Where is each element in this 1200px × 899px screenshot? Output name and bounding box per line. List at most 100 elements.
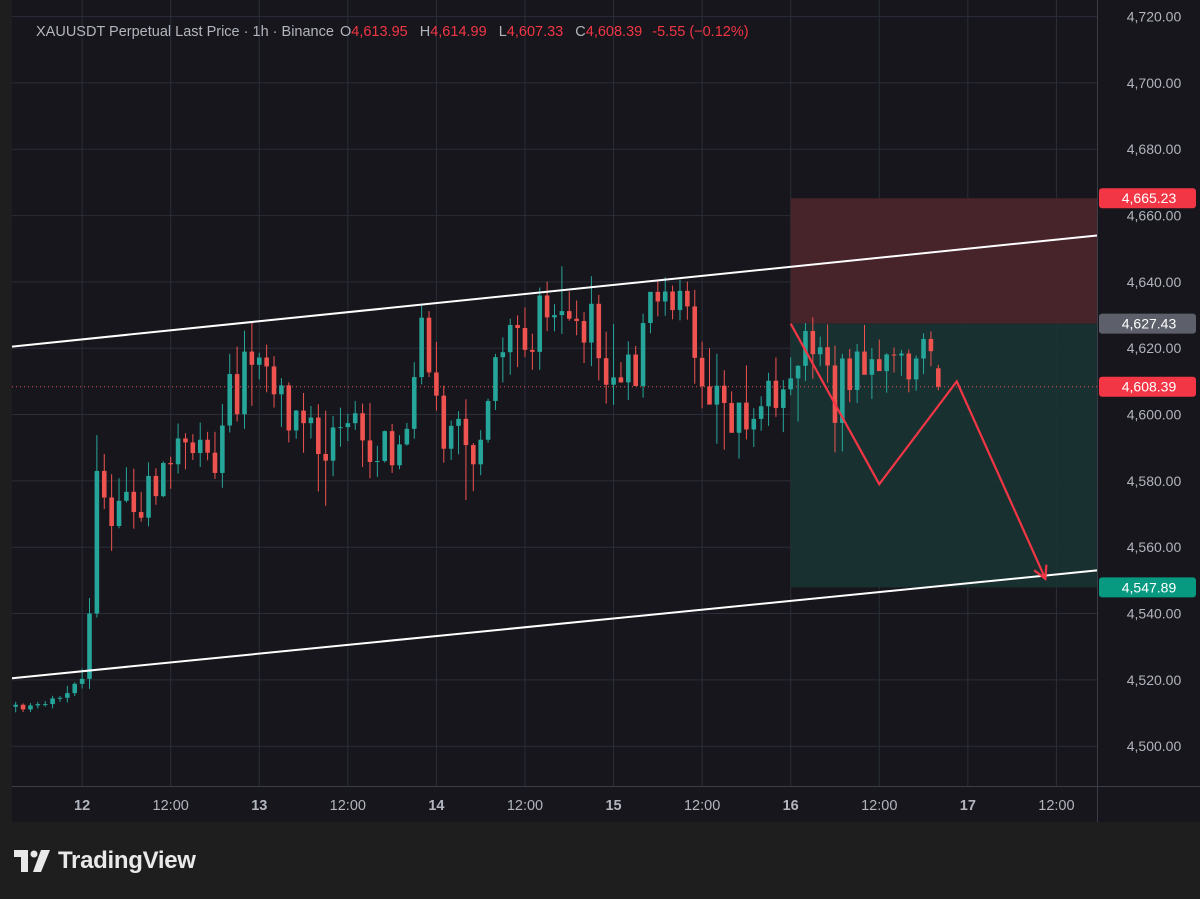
candle-body [146,475,151,518]
position-zones [12,198,1097,588]
legend-high: 4,614.99 [430,24,487,40]
candle-body [781,389,786,408]
candle-body [662,291,668,302]
legend-high-key: H [419,24,431,40]
price-tag-stop [1099,188,1196,209]
chart-canvas[interactable]: 4,500.00 4,520.00 4,540.00 4,560.00 4,580.00… [12,0,1200,822]
candle-body [825,347,830,366]
tradingview-branding[interactable]: TradingView [14,846,196,876]
candle-body [389,431,395,466]
candle-body [338,427,343,429]
y-tick-label: 4,620.00 [1127,340,1182,356]
axes: 4,500.00 4,520.00 4,540.00 4,560.00 4,580.00… [12,0,1200,822]
y-tick-label: 4,540.00 [1127,606,1182,622]
candle-body [500,352,506,358]
candle-body [869,359,875,375]
candle-body [13,704,18,707]
x-tick-label: 12:00 [684,798,720,814]
candle-body [478,439,483,465]
candle-body [574,318,579,322]
candle-body [936,368,941,387]
candle-body [744,402,749,430]
candle-body [928,338,934,352]
candle-body [552,315,557,318]
candle-body [138,512,144,518]
candle-body [434,372,439,396]
candle-body [330,427,336,461]
x-tick-label: 12:00 [1038,798,1074,814]
candle-body [375,460,380,462]
candle-body [220,425,225,473]
candle-body [360,413,365,441]
candle-body [279,385,284,395]
candle-body [20,704,26,710]
y-tick-label: 4,660.00 [1127,208,1182,224]
price-tag-entry [1099,313,1196,334]
candle-body [419,317,424,378]
candle-body [234,374,240,415]
candle-body [721,385,727,403]
candle-body [611,377,616,385]
y-tick-label: 4,560.00 [1127,539,1182,555]
candle-body [35,704,41,706]
candle-body [227,374,233,426]
candle-body [301,410,306,424]
x-tick-label: 16 [783,798,799,814]
channel-upper-line [12,234,1098,348]
symbol-legend: XAUUSDT Perpetual Last Price · 1h · Bina… [36,24,749,40]
candle-body [751,418,757,430]
legend-change: -5.55 (−0.12%) [652,24,749,40]
candle-body [559,311,565,316]
candle-body [537,295,543,352]
candle-body [692,306,698,358]
candle-body [685,290,690,307]
candle-body [566,311,572,319]
candle-body [847,358,853,391]
candle-body [308,417,314,424]
candle-body [463,418,469,446]
candle-body [28,705,33,710]
y-tick-label: 4,680.00 [1127,141,1182,157]
candle-body [544,295,550,318]
candle-body [899,353,904,356]
grid [12,0,1097,786]
x-tick-label: 12:00 [861,798,897,814]
y-tick-label: 4,520.00 [1127,672,1182,688]
candle-body [906,353,912,380]
candle-body [766,380,771,407]
candle-body [655,291,661,302]
x-tick-label: 14 [428,798,444,814]
candle-body [515,325,520,328]
candle-body [862,351,867,375]
candle-body [404,428,410,445]
candle-body [205,439,210,453]
chart-frame[interactable]: 4,500.00 4,520.00 4,540.00 4,560.00 4,580.00… [12,0,1200,822]
candle-body [589,303,594,343]
candle-body [729,402,734,433]
channel-lower-line [12,569,1098,680]
drawings[interactable] [12,234,1098,680]
candle-body [471,445,476,465]
candle-body [109,497,114,526]
candle-body [411,377,417,429]
candle-body [293,410,299,431]
candle-body [699,357,705,387]
candle-body [197,439,203,454]
candle-body [522,327,528,350]
legend-close-key: C [575,24,586,40]
take-profit-zone [790,323,1097,588]
candle-body [581,321,587,343]
candle-body [94,470,100,614]
price-tag-target [1099,577,1196,598]
candle-body [50,698,55,705]
candle-body [788,378,793,390]
x-tick-label: 17 [960,798,976,814]
candle-body [72,683,78,694]
candle-body [352,413,358,424]
x-tick-label: 12:00 [153,798,189,814]
x-tick-label: 12 [74,798,90,814]
y-tick-label: 4,600.00 [1127,407,1182,423]
candle-body [242,351,247,415]
candle-body [507,325,513,353]
candle-body [913,358,919,380]
